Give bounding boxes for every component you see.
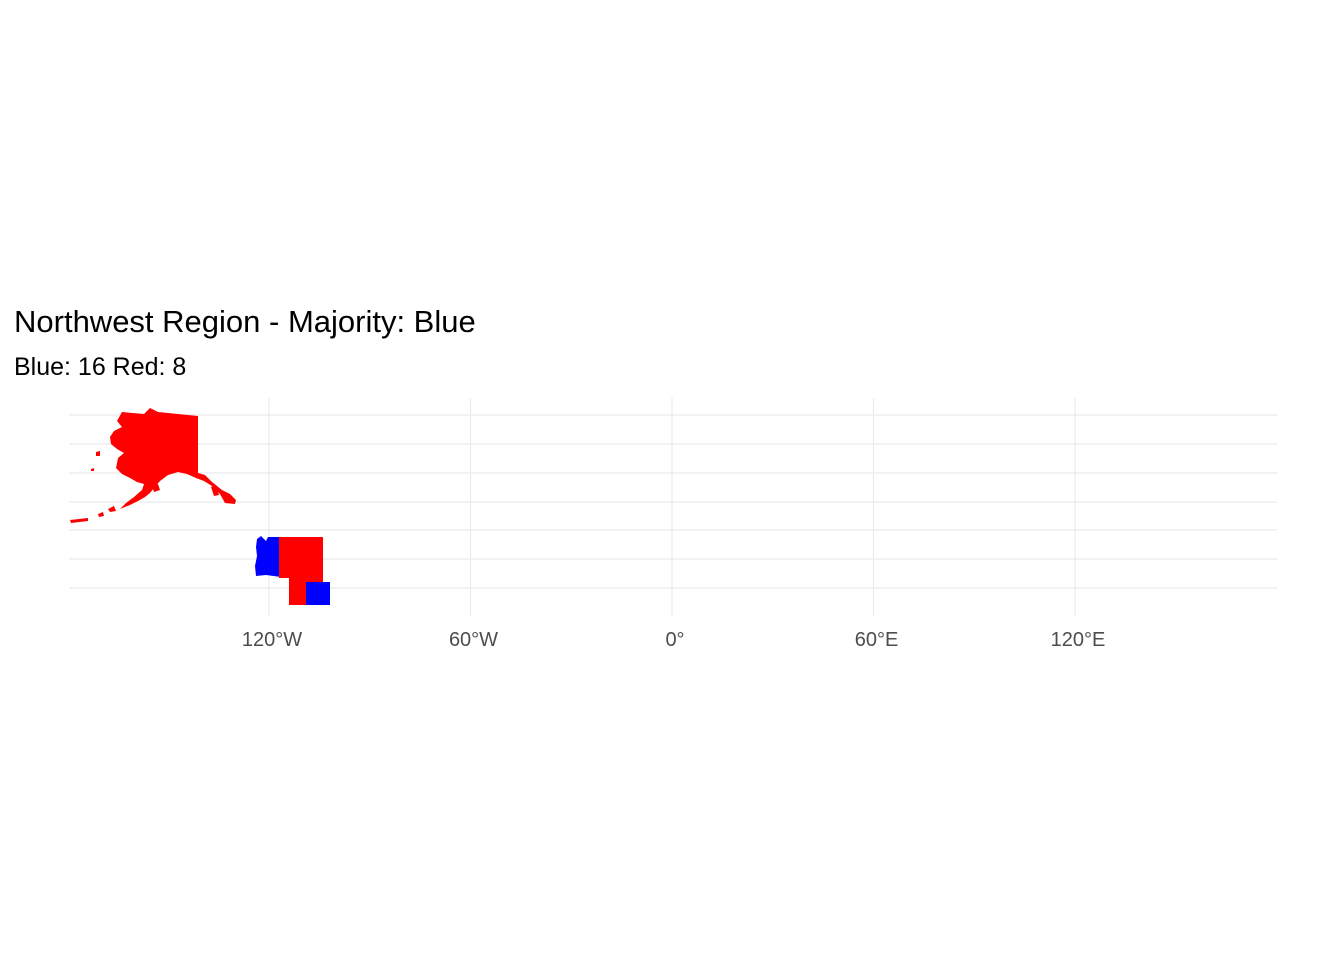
- alaska-island: [108, 506, 116, 512]
- x-tick-label: 120°W: [242, 629, 302, 651]
- idaho-shape: [279, 537, 291, 578]
- alaska-island: [91, 468, 94, 471]
- x-axis-ticks: 120°W 60°W 0° 60°E 120°E: [242, 629, 1105, 651]
- wyoming-shape: [306, 582, 330, 605]
- x-tick-label: 0°: [665, 629, 684, 651]
- x-tick-label: 120°E: [1051, 629, 1106, 651]
- x-tick-label: 60°W: [449, 629, 498, 651]
- regions: [70, 408, 330, 605]
- aleutian-island: [70, 518, 88, 523]
- region-alaska: [70, 408, 236, 523]
- gridlines-vertical: [268, 398, 1076, 616]
- x-tick-label: 60°E: [855, 629, 899, 651]
- map-title: Northwest Region - Majority: Blue: [14, 304, 476, 339]
- alaska-island: [96, 451, 100, 456]
- washington-shape: [255, 536, 281, 577]
- alaska-island: [152, 484, 160, 492]
- alaska-island: [98, 512, 104, 517]
- region-montana: [289, 537, 323, 582]
- region-washington: [255, 536, 281, 577]
- gridlines: [69, 414, 1277, 589]
- montana-shape: [289, 537, 323, 582]
- region-wyoming: [306, 582, 330, 605]
- alaska-mainland: [110, 408, 236, 509]
- map-subtitle: Blue: 16 Red: 8: [14, 353, 187, 381]
- alaska-island: [211, 485, 219, 496]
